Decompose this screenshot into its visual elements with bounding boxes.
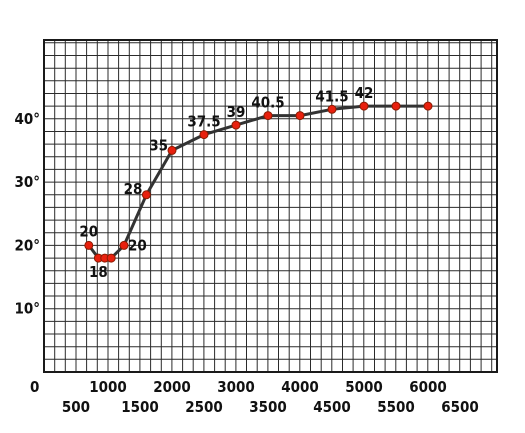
data-label: 37.5 — [187, 113, 220, 131]
chart-grid — [44, 40, 497, 372]
x-tick-label: 4500 — [313, 398, 351, 416]
data-point — [231, 120, 241, 130]
x-tick-label: 500 — [62, 398, 90, 416]
x-tick-label: 1000 — [89, 378, 127, 396]
x-tick-label: 5500 — [377, 398, 415, 416]
data-point — [359, 101, 369, 111]
x-tick-label: 3500 — [249, 398, 287, 416]
x-axis-ticks: 0 500 1000 1500 2000 2500 3000 3500 4000 4500 5000… — [30, 378, 479, 416]
data-point — [263, 111, 273, 121]
data-label: 18 — [89, 263, 108, 281]
data-point — [119, 240, 129, 250]
data-label: 28 — [124, 180, 143, 198]
data-point — [106, 253, 116, 263]
data-point — [141, 190, 151, 200]
x-tick-label: 5000 — [345, 378, 383, 396]
plot-frame — [43, 39, 498, 373]
y-axis-ticks: 10° 20° 30° 40° — [14, 110, 40, 318]
x-tick-label: 2000 — [153, 378, 191, 396]
x-tick-label: 3000 — [217, 378, 255, 396]
x-tick-label: 6000 — [409, 378, 447, 396]
data-point — [295, 111, 305, 121]
data-label: 20 — [128, 236, 147, 254]
data-label: 42 — [355, 84, 374, 102]
x-tick-label: 4000 — [281, 378, 319, 396]
series-group — [84, 101, 433, 263]
data-point — [84, 240, 94, 250]
data-label: 39 — [227, 103, 246, 121]
x-tick-label: 0 — [30, 378, 39, 396]
y-tick-label: 20° — [14, 236, 40, 254]
data-label: 41.5 — [315, 87, 348, 105]
x-tick-label: 2500 — [185, 398, 223, 416]
data-point — [391, 101, 401, 111]
data-label: 20 — [79, 222, 98, 240]
data-label: 40.5 — [251, 94, 284, 112]
x-tick-label: 1500 — [121, 398, 159, 416]
y-tick-label: 10° — [14, 300, 40, 318]
data-labels: 20 18 20 28 35 37.5 39 40.5 41.5 42 — [79, 84, 373, 281]
x-tick-label: 6500 — [441, 398, 479, 416]
data-point — [199, 130, 209, 140]
data-point — [423, 101, 433, 111]
data-label: 35 — [149, 136, 168, 154]
data-point — [327, 104, 337, 114]
y-tick-label: 40° — [14, 110, 40, 128]
y-tick-label: 30° — [14, 173, 40, 191]
data-point — [167, 145, 177, 155]
